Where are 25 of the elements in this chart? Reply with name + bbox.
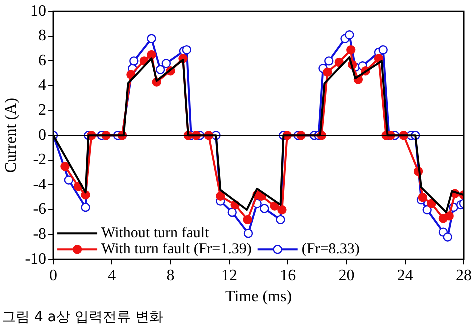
x-tick-label: 4 xyxy=(108,267,116,284)
x-tick-label: 0 xyxy=(50,267,58,284)
x-tick-label: 16 xyxy=(280,267,296,284)
caption: 그림 4 a상 입력전류 변화 xyxy=(2,310,164,326)
y-tick-label: -4 xyxy=(33,176,47,194)
y-tick-label: 6 xyxy=(38,52,47,70)
legend-label: (Fr=8.33) xyxy=(302,242,360,258)
y-tick-label: -10 xyxy=(25,250,47,268)
y-tick-label: -6 xyxy=(33,201,47,218)
y-tick-label: -2 xyxy=(33,152,47,169)
x-axis-title: Time (ms) xyxy=(226,288,292,306)
y-tick-label: 0 xyxy=(38,126,47,144)
y-tick-label: 4 xyxy=(38,77,47,94)
x-tick-label: 20 xyxy=(338,267,355,284)
y-tick-label: -8 xyxy=(33,226,47,244)
y-tick-label: 10 xyxy=(30,2,47,20)
x-tick-label: 24 xyxy=(397,267,414,284)
y-tick-label: 8 xyxy=(38,28,47,45)
y-axis-title: Current (A) xyxy=(2,98,20,174)
x-tick-label: 8 xyxy=(166,267,175,284)
legend-label: Without turn fault xyxy=(102,226,210,242)
y-tick-label: 2 xyxy=(38,102,47,120)
x-tick-label: 28 xyxy=(456,267,472,284)
legend-label: With turn fault (Fr=1.39) xyxy=(102,242,252,258)
x-tick-label: 12 xyxy=(221,267,238,284)
